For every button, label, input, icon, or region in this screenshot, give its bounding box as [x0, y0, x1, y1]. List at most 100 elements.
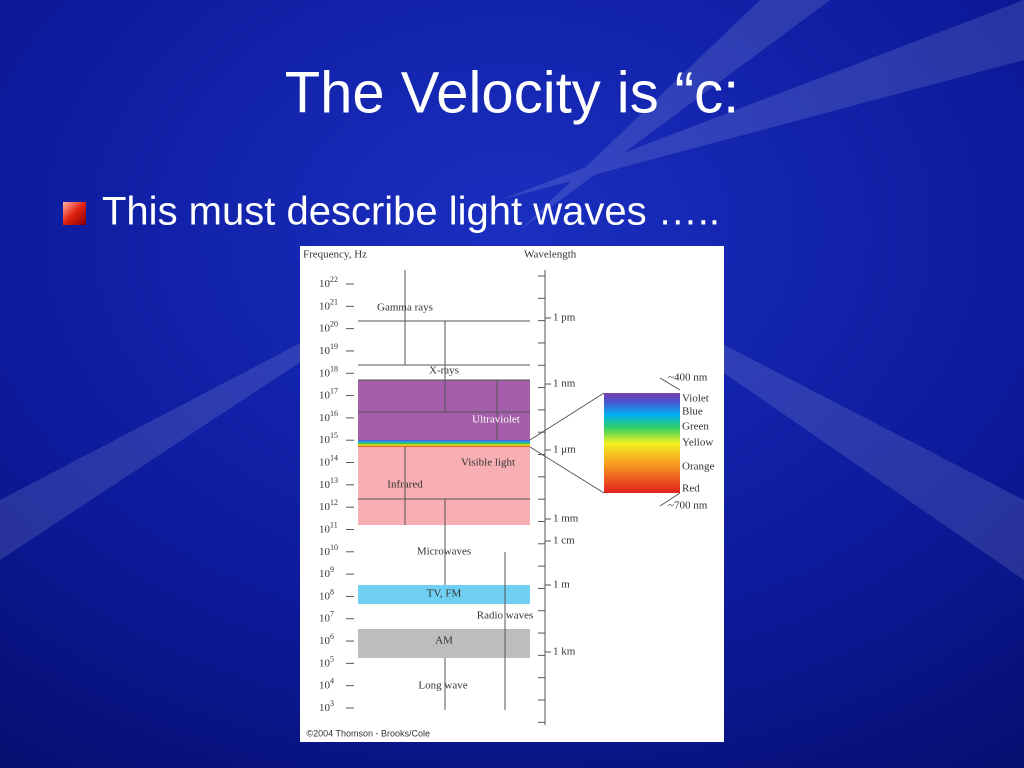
band-label: Infrared [387, 479, 423, 491]
frequency-tick-label: 107 [319, 610, 334, 625]
visible-top: ~400 nm [668, 372, 708, 384]
tick-base: 10 [319, 501, 331, 513]
frequency-tick-label: 108 [319, 587, 334, 602]
tick-base: 10 [319, 300, 331, 312]
tick-exponent: 18 [330, 364, 338, 373]
tick-exponent: 12 [330, 498, 338, 507]
tick-base: 10 [319, 278, 331, 290]
visible-spectrum [604, 393, 680, 493]
color-label: Red [682, 483, 700, 495]
tick-exponent: 6 [330, 632, 334, 641]
tick-base: 10 [319, 612, 331, 624]
tick-exponent: 9 [330, 565, 334, 574]
tick-exponent: 7 [330, 610, 334, 619]
tick-exponent: 19 [330, 342, 338, 351]
tick-base: 10 [319, 434, 331, 446]
wavelength-label: 1 μm [553, 444, 576, 456]
color-label: Blue [682, 406, 703, 418]
frequency-tick-label: 1017 [319, 386, 338, 401]
tick-exponent: 3 [330, 699, 334, 708]
tick-base: 10 [319, 679, 331, 691]
frequency-tick-label: 106 [319, 632, 334, 647]
frequency-tick-label: 1016 [319, 409, 338, 424]
visible-bottom: ~700 nm [668, 500, 708, 512]
connector-lines [529, 377, 681, 507]
tick-base: 10 [319, 456, 331, 468]
color-label: Orange [682, 461, 714, 473]
tick-exponent: 8 [330, 587, 334, 596]
tick-exponent: 16 [330, 409, 338, 418]
tick-exponent: 20 [330, 319, 338, 328]
ir-band [358, 447, 530, 525]
color-label: Yellow [682, 437, 713, 449]
tick-exponent: 10 [330, 543, 338, 552]
axis-label: Frequency, Hz [303, 249, 367, 261]
uv-band [358, 380, 530, 440]
tick-base: 10 [319, 344, 331, 356]
tick-exponent: 11 [330, 520, 338, 529]
tick-base: 10 [319, 590, 331, 602]
spectrum-figure: Frequency, Hz Wavelength ©2004 Thomson -… [300, 246, 724, 742]
frequency-tick-label: 1021 [319, 297, 338, 312]
title: The Velocity is “c: [285, 60, 739, 125]
band-label: Gamma rays [377, 302, 433, 314]
tick-exponent: 5 [330, 654, 334, 663]
frequency-tick-label: 1020 [319, 319, 338, 334]
tick-base: 10 [319, 367, 331, 379]
tick-exponent: 13 [330, 476, 338, 485]
frequency-tick-label: 1011 [319, 520, 338, 535]
tick-exponent: 17 [330, 386, 338, 395]
tick-base: 10 [319, 389, 331, 401]
tick-base: 10 [319, 523, 331, 535]
frequency-tick-label: 109 [319, 565, 334, 580]
am-band [358, 629, 530, 658]
frequency-tick-label: 105 [319, 654, 334, 669]
tick-base: 10 [319, 657, 331, 669]
frequency-tick-label: 1022 [319, 275, 338, 290]
frequency-tick-label: 1010 [319, 543, 338, 558]
band-label: Microwaves [417, 546, 471, 558]
color-label: Violet [682, 393, 709, 405]
tick-base: 10 [319, 478, 331, 490]
wavelength-label: 1 cm [553, 535, 575, 547]
tick-base: 10 [319, 568, 331, 580]
band-label: Long wave [418, 680, 467, 692]
wavelength-label: 1 mm [553, 513, 579, 525]
wavelength-label: 1 km [553, 646, 576, 658]
color-label: Green [682, 421, 709, 433]
frequency-tick-label: 1012 [319, 498, 338, 513]
axis-label: Wavelength [524, 249, 577, 261]
tick-exponent: 14 [330, 453, 338, 462]
wavelength-label: 1 nm [553, 378, 576, 390]
band-label: AM [435, 635, 453, 647]
band-label: Radio waves [477, 610, 534, 622]
credit: ©2004 Thomson - Brooks/Cole [306, 728, 430, 738]
band-label: X-rays [429, 365, 459, 377]
frequency-tick-label: 1019 [319, 342, 338, 357]
bullet-marker [63, 202, 86, 225]
frequency-tick-label: 1015 [319, 431, 338, 446]
tick-base: 10 [319, 545, 331, 557]
tick-exponent: 22 [330, 275, 338, 284]
tick-base: 10 [319, 702, 331, 714]
frequency-tick-label: 1013 [319, 476, 338, 491]
tick-base: 10 [319, 411, 331, 423]
frequency-tick-label: 1014 [319, 453, 338, 468]
band-label: Visible light [461, 457, 515, 469]
band-label: TV, FM [427, 588, 462, 600]
wavelength-label: 1 pm [553, 312, 576, 324]
tick-base: 10 [319, 322, 331, 334]
frequency-tick-label: 1018 [319, 364, 338, 379]
bullet-text: This must describe light waves ….. [102, 190, 720, 234]
tick-exponent: 15 [330, 431, 338, 440]
frequency-tick-label: 103 [319, 699, 334, 714]
tick-exponent: 21 [330, 297, 338, 306]
visible-band [358, 440, 530, 447]
band-label: Ultraviolet [472, 414, 520, 426]
tvfm-band [358, 585, 530, 604]
frequency-tick-label: 104 [319, 677, 334, 692]
tick-exponent: 4 [330, 677, 334, 686]
tick-base: 10 [319, 635, 331, 647]
band-lines [358, 270, 530, 710]
